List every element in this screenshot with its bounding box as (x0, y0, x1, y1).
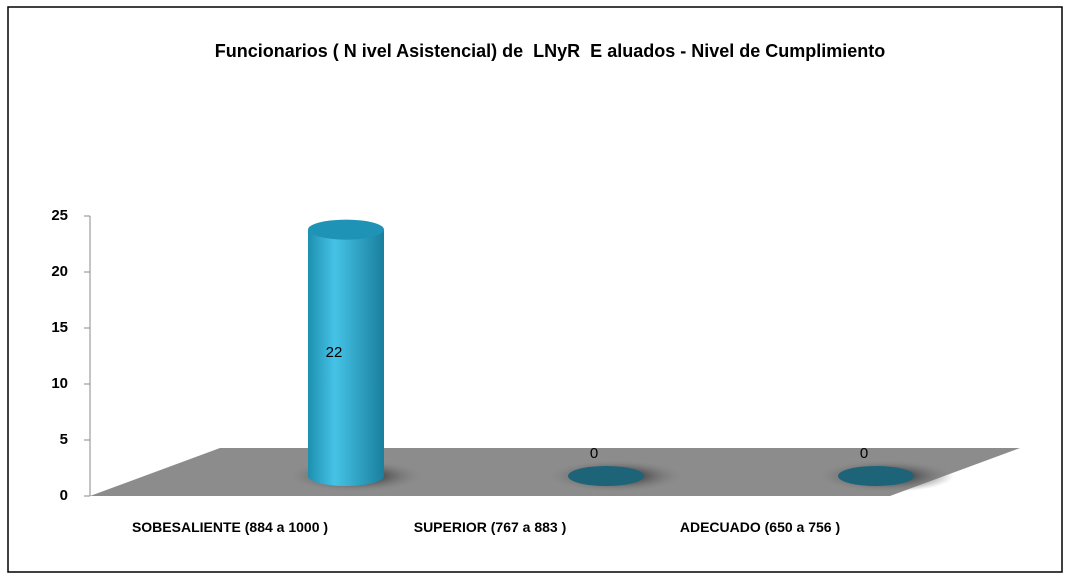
frame (7, 6, 1063, 573)
bar (568, 466, 644, 486)
y-tick-label: 5 (60, 431, 68, 448)
bar (838, 466, 914, 486)
y-tick-label: 0 (60, 487, 68, 504)
y-tick-label: 15 (51, 319, 68, 336)
data-label: 22 (326, 344, 343, 361)
bar (308, 229, 384, 486)
x-tick-label: SOBESALIENTE (884 a 1000 ) (131, 519, 329, 535)
y-tick-label: 10 (51, 375, 68, 392)
y-tick-label: 20 (51, 263, 68, 280)
x-tick-label: SUPERIOR (767 a 883 ) (413, 519, 567, 535)
y-tick-label: 25 (51, 207, 68, 224)
x-tick-label: ADECUADO (650 a 756 ) (679, 519, 841, 535)
bar-top (308, 219, 384, 240)
chart-title: Funcionarios ( N ivel Asistencial) de LN… (214, 41, 886, 61)
data-label: 0 (590, 445, 598, 462)
data-label: 0 (860, 445, 868, 462)
